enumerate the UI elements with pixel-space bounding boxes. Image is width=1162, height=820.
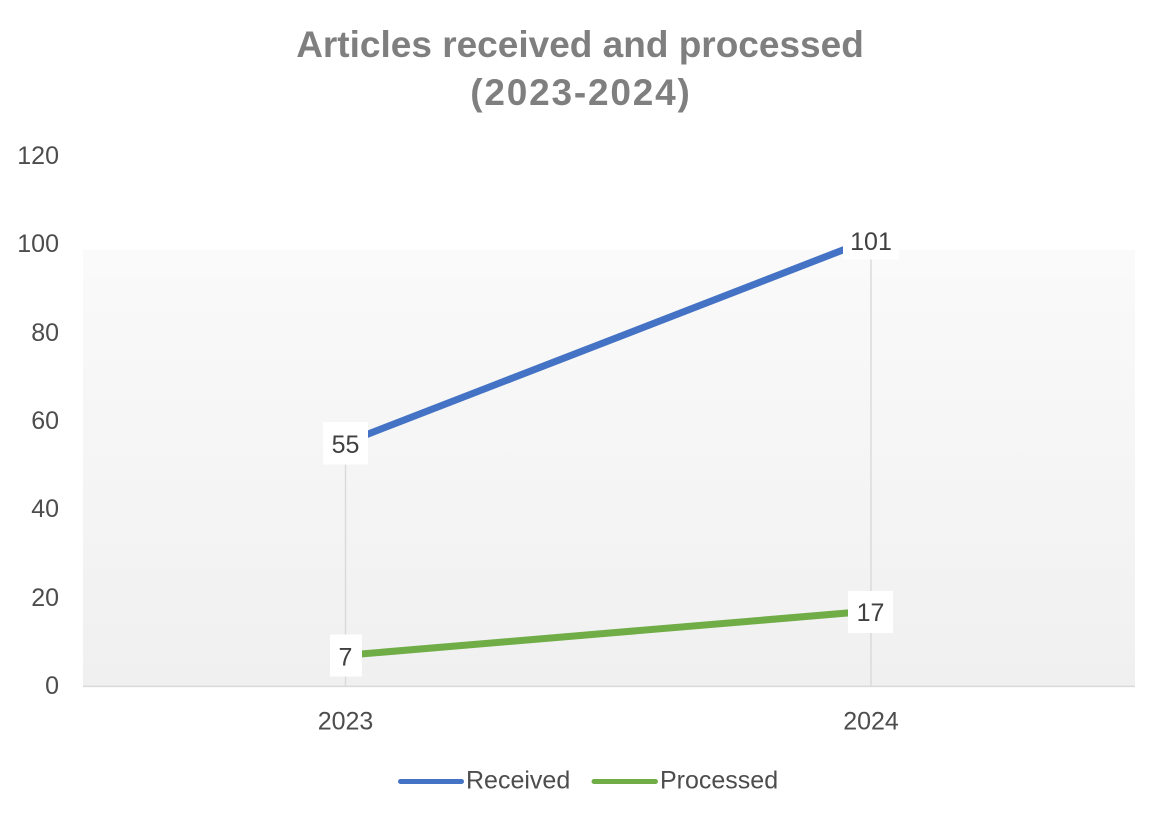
svg-text:17: 17 (857, 599, 885, 627)
svg-text:2023: 2023 (318, 708, 374, 736)
svg-text:101: 101 (850, 228, 892, 256)
svg-text:2024: 2024 (843, 708, 899, 736)
svg-text:Processed: Processed (660, 767, 778, 795)
svg-text:60: 60 (31, 407, 59, 435)
svg-text:Received: Received (466, 767, 570, 795)
svg-text:100: 100 (17, 230, 59, 258)
svg-text:0: 0 (45, 672, 59, 700)
svg-text:120: 120 (17, 142, 59, 170)
svg-text:Articles received and processe: Articles received and processed (296, 24, 864, 65)
svg-text:(2023-2024): (2023-2024) (470, 72, 691, 113)
svg-text:55: 55 (332, 431, 360, 459)
svg-text:80: 80 (31, 319, 59, 347)
svg-text:40: 40 (31, 495, 59, 523)
svg-text:7: 7 (339, 643, 353, 671)
svg-text:20: 20 (31, 584, 59, 612)
